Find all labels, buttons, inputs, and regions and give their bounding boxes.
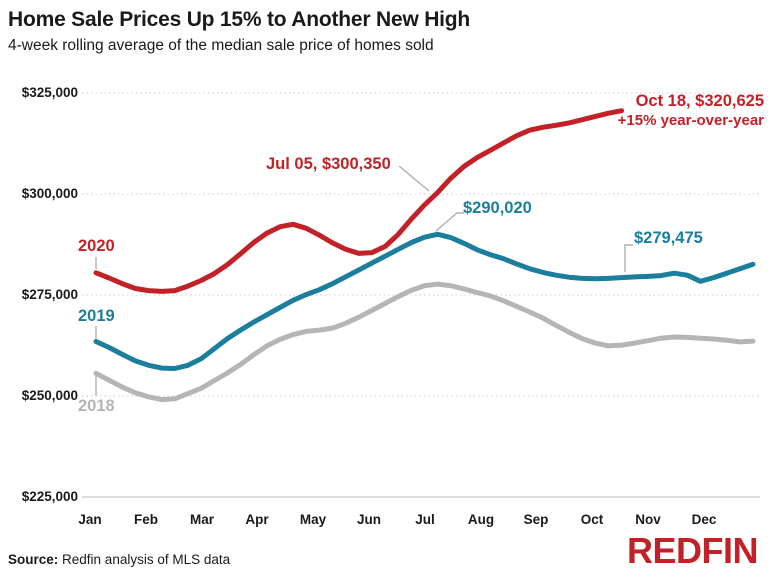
series-label-2018: 2018 — [78, 397, 115, 415]
annotation-leader-line — [398, 165, 430, 192]
series-line-2018 — [93, 281, 756, 403]
x-tick-label: Sep — [523, 512, 549, 527]
annotation-2019-late: $279,475 — [634, 229, 703, 247]
page-title: Home Sale Prices Up 15% to Another New H… — [8, 8, 471, 31]
annotation-2019-peak: $290,020 — [463, 199, 532, 217]
x-tick-label: Jan — [78, 512, 102, 527]
y-tick-label: $225,000 — [21, 489, 78, 504]
series-label-2020: 2020 — [78, 237, 115, 255]
x-tick-label: Feb — [133, 512, 159, 527]
annotation-oct18-value: Oct 18, $320,625 — [635, 92, 764, 110]
y-tick-label: $300,000 — [21, 186, 78, 201]
series-line-2019 — [93, 231, 756, 371]
series-label-2019: 2019 — [78, 307, 115, 325]
page-subtitle: 4-week rolling average of the median sal… — [8, 37, 434, 54]
x-tick-label: Dec — [691, 512, 717, 527]
x-tick-label: Nov — [635, 512, 661, 527]
y-tick-label: $275,000 — [21, 287, 78, 302]
x-tick-label: Mar — [189, 512, 215, 527]
source-text: Redfin analysis of MLS data — [62, 552, 231, 567]
redfin-logo: REDFIN — [627, 530, 759, 571]
y-tick-label: $250,000 — [21, 388, 78, 403]
x-tick-label: Jun — [356, 512, 382, 527]
annotation-leader-line — [624, 244, 633, 272]
series-line-2020 — [93, 108, 625, 294]
x-tick-label: Oct — [580, 512, 604, 527]
annotation-jul05: Jul 05, $300,350 — [266, 155, 391, 173]
source-note: Source: Redfin analysis of MLS data — [8, 552, 230, 567]
x-tick-label: Aug — [467, 512, 495, 527]
x-tick-label: Apr — [245, 512, 269, 527]
x-tick-label: Jul — [415, 512, 435, 527]
source-label: Source: — [8, 552, 59, 567]
x-tick-label: May — [299, 512, 327, 527]
annotation-oct18: Oct 18, $320,625 +15% year-over-year — [618, 92, 764, 129]
y-tick-label: $325,000 — [21, 85, 78, 100]
annotation-leader-line — [435, 212, 464, 232]
annotation-oct18-yoy: +15% year-over-year — [617, 112, 764, 129]
